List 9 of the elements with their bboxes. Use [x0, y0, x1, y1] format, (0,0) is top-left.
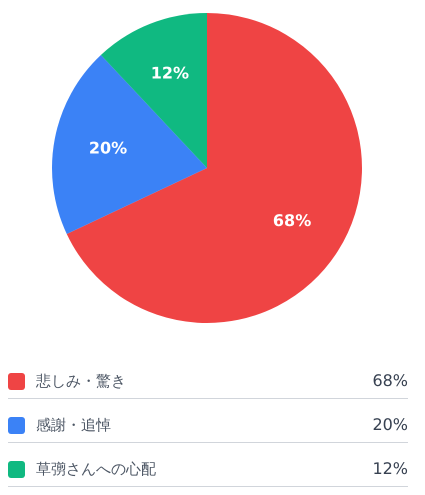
legend-label: 悲しみ・驚き: [36, 371, 127, 391]
legend-label: 草彅さんへの心配: [36, 459, 157, 479]
text: 68%: [372, 371, 408, 390]
text: 20%: [372, 415, 408, 434]
data-label: 20%: [88, 138, 128, 158]
text: 12%: [372, 459, 408, 478]
data-label: 68%: [272, 211, 312, 230]
legend-label: 感謝・追悼: [36, 415, 112, 435]
data-label: 12%: [150, 63, 190, 82]
